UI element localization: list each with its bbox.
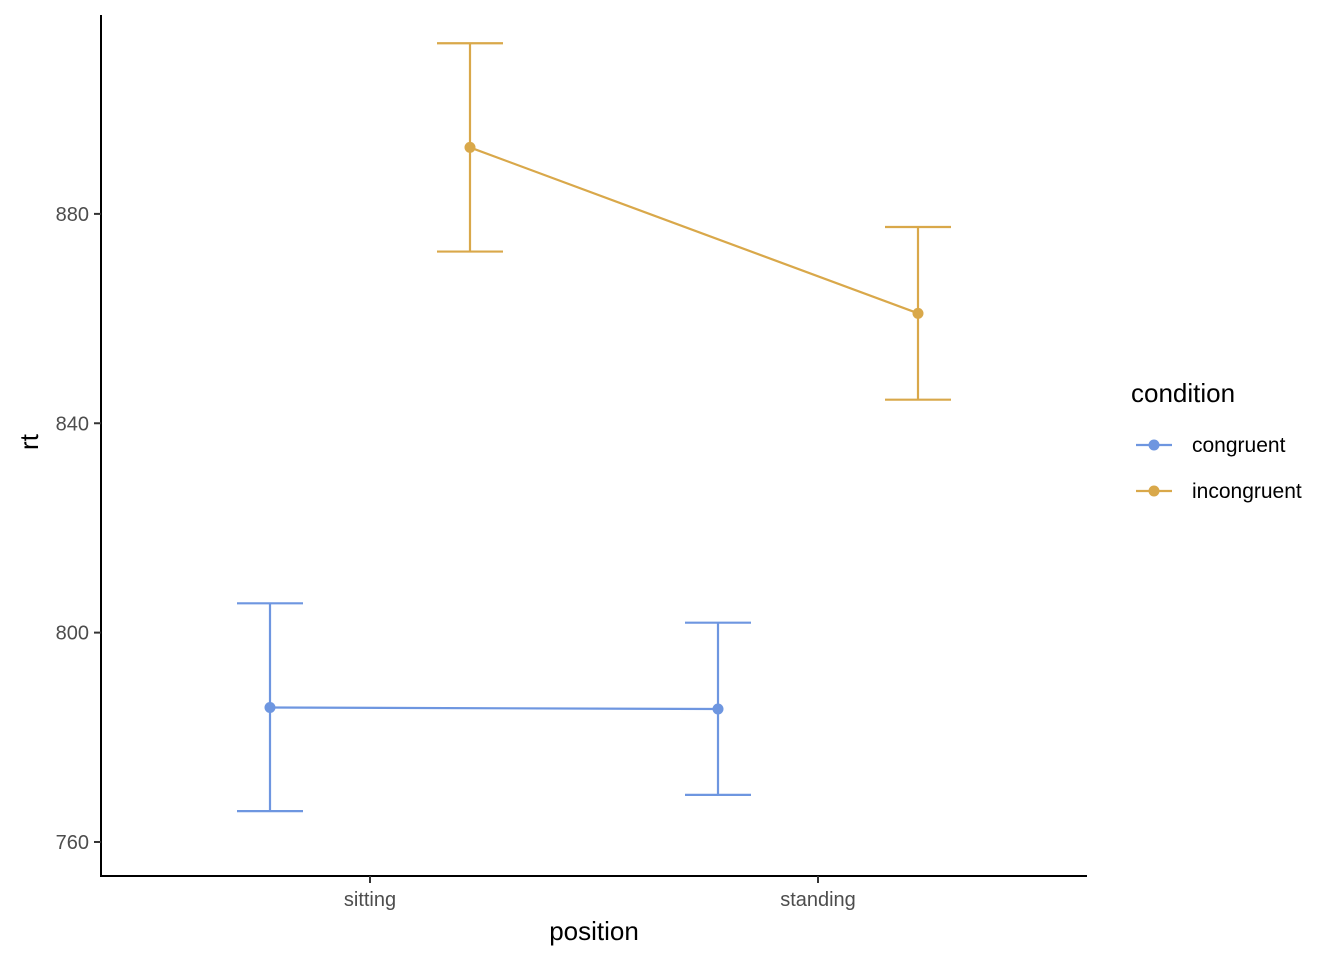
legend-key-point <box>1148 439 1160 451</box>
y-tick-label: 800 <box>56 623 89 645</box>
x-tick-label: standing <box>780 889 856 911</box>
y-tick-label: 840 <box>56 413 89 435</box>
legend-key-point <box>1148 485 1160 497</box>
legend-label: incongruent <box>1192 480 1302 503</box>
y-axis-title: rt <box>14 433 44 450</box>
series-line <box>469 146 919 315</box>
y-ticks: 760 800 840 880 <box>56 204 101 854</box>
x-ticks: sitting standing <box>344 876 856 911</box>
plot-area <box>237 42 951 813</box>
y-tick-label: 760 <box>56 832 89 854</box>
data-point <box>464 141 476 153</box>
data-point <box>712 703 724 715</box>
x-tick-label: sitting <box>344 889 396 911</box>
legend-item-congruent: congruent <box>1136 434 1286 457</box>
legend-label: congruent <box>1192 434 1286 457</box>
x-axis-title: position <box>549 916 639 946</box>
legend: condition congruent incongruent <box>1131 378 1302 503</box>
series-incongruent <box>437 42 951 401</box>
legend-title: condition <box>1131 378 1235 408</box>
series-congruent <box>237 602 751 813</box>
y-tick-label: 880 <box>56 204 89 226</box>
data-point <box>264 701 276 713</box>
legend-item-incongruent: incongruent <box>1136 480 1302 503</box>
data-point <box>912 307 924 319</box>
axes <box>100 15 1087 877</box>
series-line <box>269 706 719 711</box>
